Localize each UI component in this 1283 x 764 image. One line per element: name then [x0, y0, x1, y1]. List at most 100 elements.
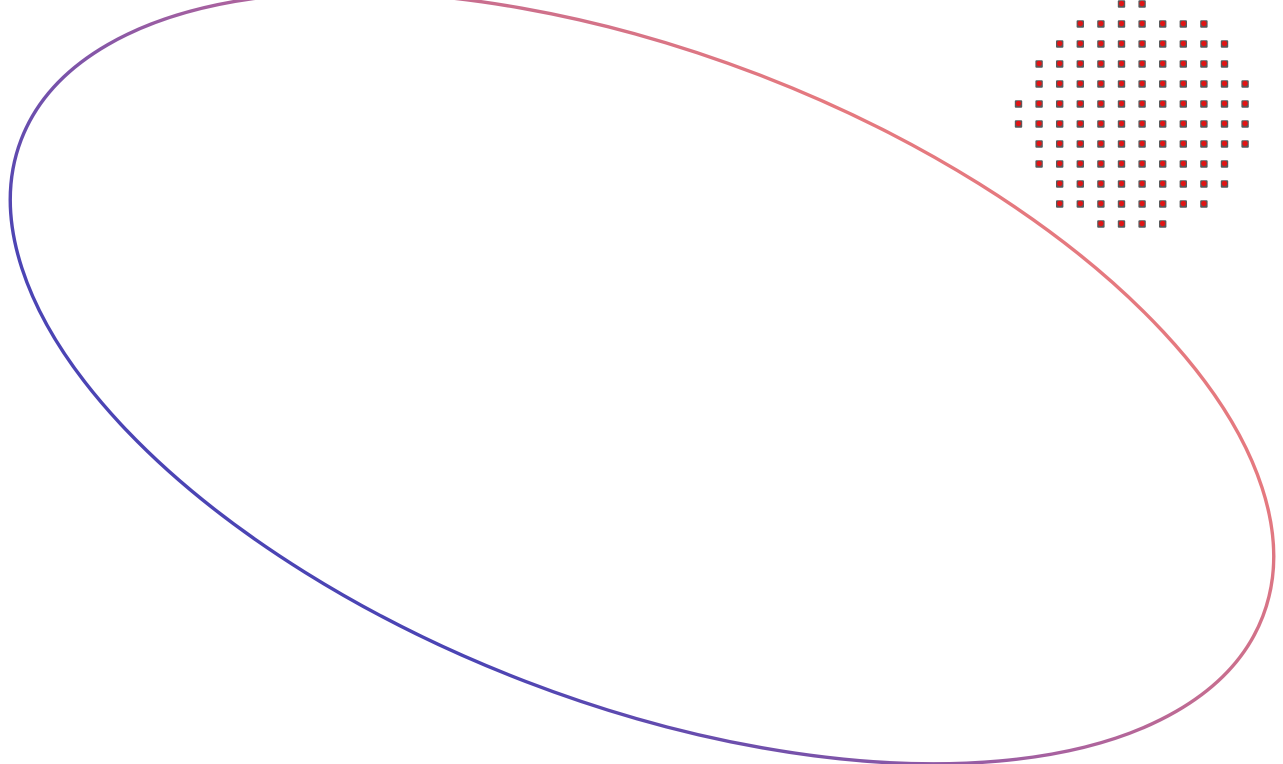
dot-unit-red-dot: [1160, 220, 1166, 227]
dot-unit-red-dot: [1118, 120, 1125, 127]
dot-unit-red-dot: [1180, 80, 1187, 87]
dot-unit-red-dot: [1077, 120, 1084, 127]
dot-unit-red-dot: [1180, 200, 1187, 207]
dot-unit-red-dot: [1036, 160, 1042, 167]
dot-unit-red-dot: [1118, 80, 1125, 87]
dot-unit-red-dot: [1036, 80, 1042, 87]
dot-unit-red-dot: [1221, 140, 1228, 147]
dot-unit-red-dot: [1221, 160, 1228, 167]
dot-unit-red-dot: [1077, 20, 1084, 27]
dot-unit-red-dot: [1139, 80, 1145, 87]
dot-unit-red-dot: [1118, 220, 1125, 227]
dot-unit-red-dot: [1036, 140, 1042, 147]
dot-unit-red-dot: [1057, 60, 1063, 67]
dot-unit-red-dot: [1160, 100, 1166, 107]
dot-unit-red-dot: [1118, 200, 1125, 207]
dot-unit-red-dot: [1015, 120, 1022, 127]
dot-unit-red-dot: [1036, 120, 1042, 127]
dot-unit-red-dot: [1139, 60, 1145, 67]
dot-unit-red-dot: [1180, 20, 1187, 27]
dot-unit-red-dot: [1242, 80, 1248, 87]
dot-unit-red-dot: [1160, 160, 1166, 167]
dot-unit-red-dot: [1201, 200, 1207, 207]
dot-unit-red-dot: [1242, 140, 1248, 147]
dot-unit-red-dot: [1139, 100, 1145, 107]
dot-unit-red-dot: [1057, 180, 1063, 187]
dot-unit-red-dot: [1057, 120, 1063, 127]
dot-unit-red-dot: [1036, 100, 1042, 107]
dot-unit-red-dot: [1201, 180, 1207, 187]
dot-unit-red-dot: [1139, 120, 1145, 127]
dot-unit-red-dot: [1160, 200, 1166, 207]
dot-unit-red-dot: [1077, 40, 1084, 47]
dot-unit-red-dot: [1139, 200, 1145, 207]
dot-unit-red-dot: [1057, 100, 1063, 107]
dot-unit-red-dot: [1036, 60, 1042, 67]
dot-unit-red-dot: [1118, 140, 1125, 147]
dot-unit-red-dot: [1160, 180, 1166, 187]
dot-unit-red-dot: [1077, 140, 1084, 147]
dot-unit-red-dot: [1077, 200, 1084, 207]
dot-unit-red-dot: [1118, 40, 1125, 47]
dot-unit-red-dot: [1180, 160, 1187, 167]
dot-unit-red-dot: [1057, 160, 1063, 167]
dot-unit-red-dot: [1015, 100, 1022, 107]
dot-unit-red-dot: [1221, 60, 1228, 67]
dot-unit-red-dot: [1098, 180, 1104, 187]
dot-unit-red-dot: [1139, 20, 1145, 27]
dot-unit-red-dot: [1180, 40, 1187, 47]
dot-unit-red-dot: [1242, 100, 1248, 107]
dot-unit-red-dot: [1077, 100, 1084, 107]
dot-unit-red-dot: [1160, 40, 1166, 47]
dot-matrix-circle: [1014, 0, 1249, 228]
dot-unit-red-dot: [1201, 120, 1207, 127]
dot-unit-red-dot: [1242, 120, 1248, 127]
dot-unit-red-dot: [1180, 60, 1187, 67]
dot-unit-red-dot: [1139, 140, 1145, 147]
dot-unit-red-dot: [1201, 160, 1207, 167]
dot-unit-red-dot: [1098, 120, 1104, 127]
dot-unit-red-dot: [1201, 40, 1207, 47]
dot-unit-red-dot: [1077, 80, 1084, 87]
dot-unit-red-dot: [1180, 140, 1187, 147]
dot-unit-red-dot: [1139, 0, 1145, 7]
dot-unit-red-dot: [1160, 140, 1166, 147]
dot-unit-red-dot: [1160, 120, 1166, 127]
dot-unit-red-dot: [1201, 100, 1207, 107]
dot-unit-red-dot: [1160, 20, 1166, 27]
dot-unit-red-dot: [1139, 180, 1145, 187]
dot-unit-red-dot: [1118, 20, 1125, 27]
dot-unit-red-dot: [1201, 140, 1207, 147]
dot-unit-red-dot: [1221, 120, 1228, 127]
dot-unit-red-dot: [1221, 80, 1228, 87]
dot-unit-red-dot: [1139, 220, 1145, 227]
dot-unit-red-dot: [1098, 200, 1104, 207]
dot-unit-red-dot: [1221, 100, 1228, 107]
dot-unit-red-dot: [1098, 60, 1104, 67]
dot-unit-red-dot: [1118, 180, 1125, 187]
dot-unit-red-dot: [1139, 160, 1145, 167]
dot-unit-red-dot: [1057, 40, 1063, 47]
dot-unit-red-dot: [1077, 160, 1084, 167]
dot-unit-red-dot: [1077, 60, 1084, 67]
dot-unit-red-dot: [1057, 80, 1063, 87]
dot-unit-red-dot: [1201, 20, 1207, 27]
dot-unit-red-dot: [1057, 200, 1063, 207]
dot-unit-red-dot: [1160, 80, 1166, 87]
dot-unit-red-dot: [1098, 20, 1104, 27]
dot-unit-red-dot: [1180, 180, 1187, 187]
dot-unit-red-dot: [1180, 120, 1187, 127]
dot-unit-red-dot: [1098, 40, 1104, 47]
dot-unit-red-dot: [1098, 140, 1104, 147]
dot-unit-red-dot: [1118, 0, 1125, 7]
dot-unit-red-dot: [1057, 140, 1063, 147]
dot-unit-red-dot: [1201, 60, 1207, 67]
dot-unit-red-dot: [1118, 100, 1125, 107]
dot-unit-red-dot: [1180, 100, 1187, 107]
dot-unit-red-dot: [1098, 100, 1104, 107]
dot-unit-red-dot: [1077, 180, 1084, 187]
dot-unit-red-dot: [1221, 40, 1228, 47]
